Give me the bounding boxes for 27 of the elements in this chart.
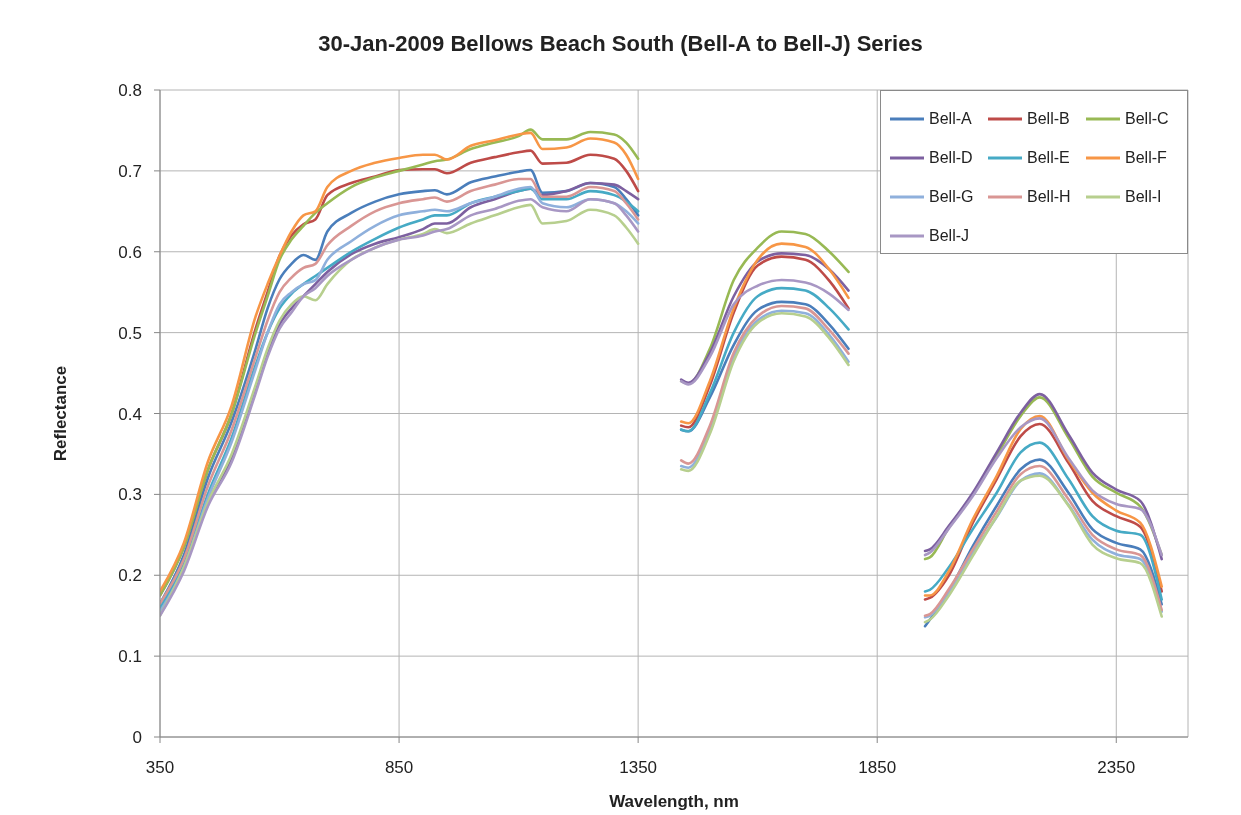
y-tick-label: 0.7 (118, 161, 142, 181)
legend-label: Bell-J (929, 226, 970, 245)
legend-label: Bell-G (929, 187, 974, 206)
legend-label: Bell-D (929, 148, 973, 167)
y-tick-label: 0.5 (118, 323, 142, 343)
chart-title: 30-Jan-2009 Bellows Beach South (Bell-A to Bell-J) Series (317, 31, 924, 57)
x-tick-label: 1350 (619, 758, 658, 778)
x-axis-title: Wavelength, nm (609, 792, 739, 812)
x-tick-label: 1850 (858, 758, 897, 778)
legend-label: Bell-I (1125, 187, 1162, 206)
legend-label: Bell-B (1027, 109, 1070, 128)
y-tick-label: 0 (132, 728, 142, 748)
x-tick-label: 350 (145, 758, 175, 778)
legend-label: Bell-A (929, 109, 972, 128)
y-axis-title: Reflectance (51, 365, 71, 462)
x-tick-label: 850 (384, 758, 414, 778)
y-tick-label: 0.6 (118, 242, 142, 262)
x-tick-label: 2350 (1097, 758, 1136, 778)
y-tick-label: 0.1 (118, 647, 142, 667)
legend-label: Bell-H (1027, 187, 1071, 206)
y-tick-label: 0.8 (118, 81, 142, 101)
legend-label: Bell-F (1125, 148, 1167, 167)
y-tick-label: 0.4 (118, 404, 142, 424)
y-tick-label: 0.2 (118, 566, 142, 586)
legend-label: Bell-E (1027, 148, 1070, 167)
y-tick-label: 0.3 (118, 485, 142, 505)
legend-label: Bell-C (1125, 109, 1169, 128)
